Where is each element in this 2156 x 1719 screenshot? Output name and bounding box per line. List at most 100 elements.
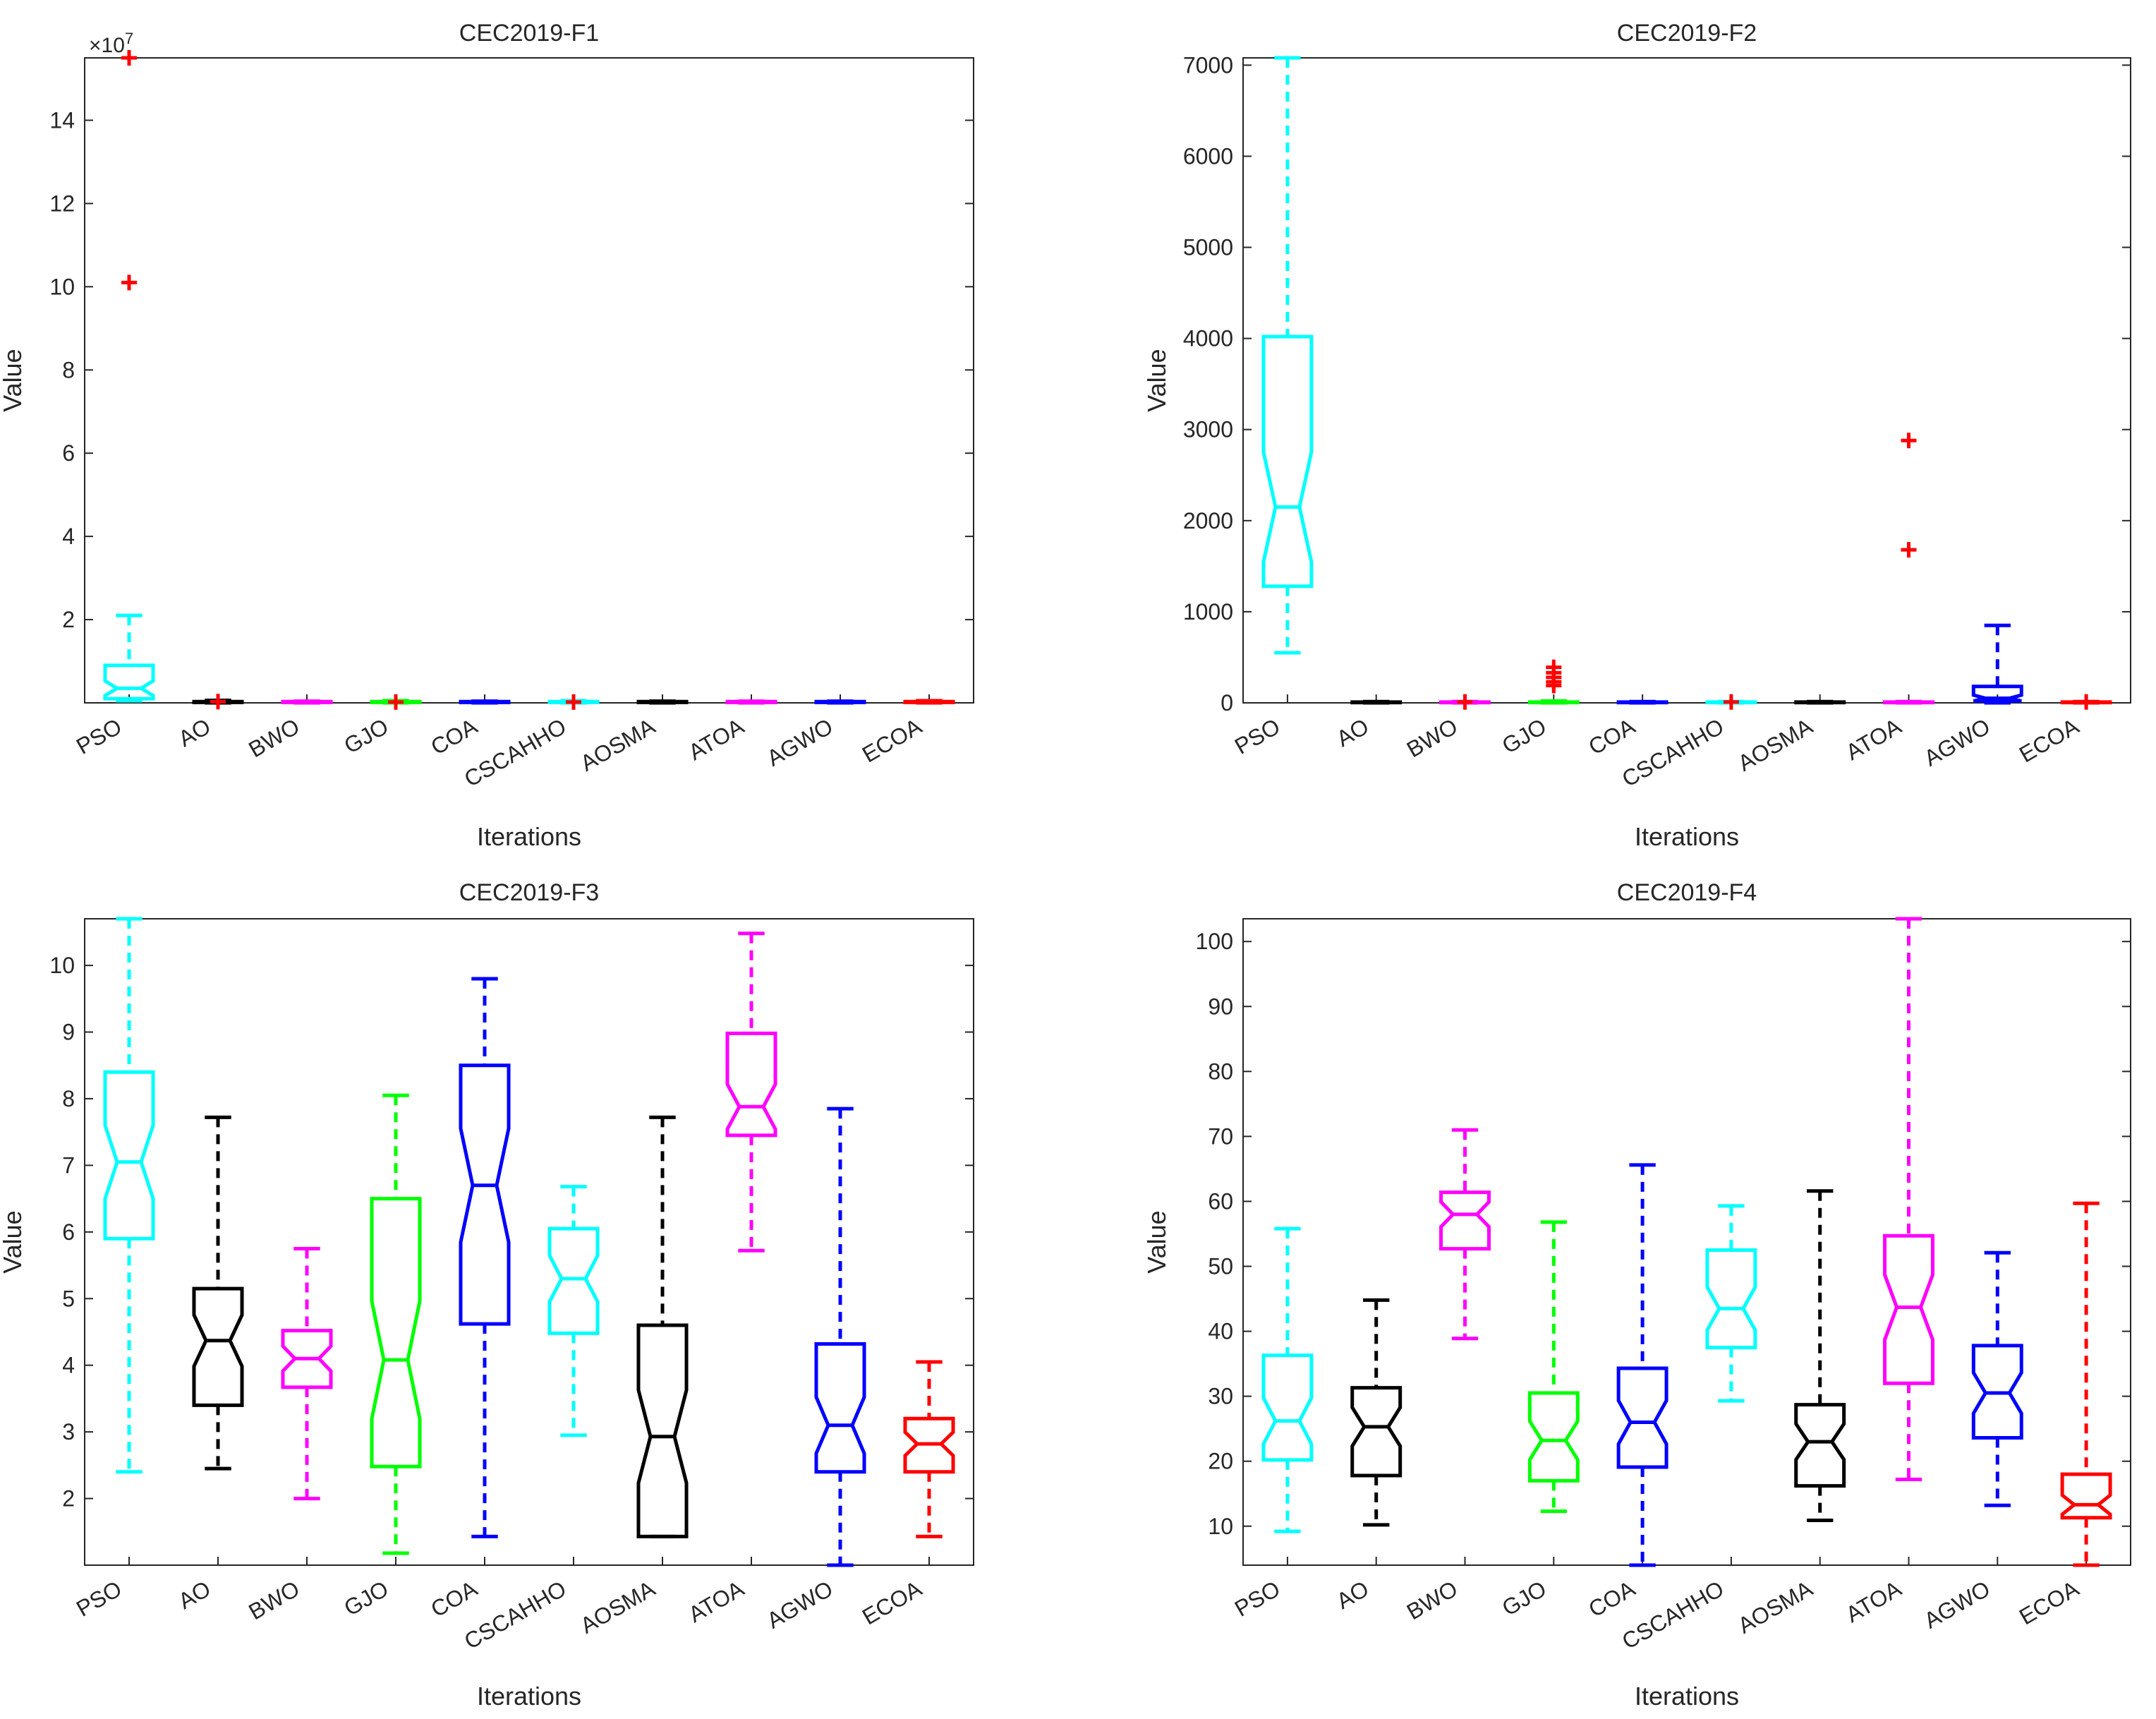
- box-bwo: BWO: [1403, 694, 1491, 762]
- y-tick-label: 8: [62, 1086, 75, 1111]
- axes-box: [84, 57, 974, 704]
- box-bwo: BWO: [244, 1246, 333, 1624]
- y-tick-label: 0: [1221, 690, 1233, 716]
- box-aosma: AOSMA: [576, 1115, 689, 1639]
- chart-title: CEC2019-F4: [1617, 879, 1757, 906]
- x-tick-label: BWO: [1403, 1576, 1462, 1624]
- y-tick-label: 2: [62, 607, 75, 632]
- box-ecoa: ECOA: [2015, 694, 2112, 767]
- x-axis-label: Iterations: [1635, 1682, 1739, 1711]
- box-body: [103, 1070, 155, 1241]
- chart-panel-1: CEC2019-F1 2 4 6 8 10 12 14 ×107 Value Iterations P…: [0, 20, 974, 851]
- x-tick-label: COA: [1585, 713, 1640, 760]
- box-gjo: GJO: [340, 1093, 422, 1621]
- axes-box: [1242, 918, 2131, 1566]
- box-ecoa: ECOA: [858, 694, 955, 767]
- outlier-point: [388, 694, 404, 710]
- box-body: [103, 663, 155, 701]
- y-tick-label: 7: [62, 1152, 75, 1178]
- x-tick-label: GJO: [340, 713, 393, 759]
- box-body: [1705, 1248, 1757, 1350]
- x-tick-label: PSO: [1230, 713, 1285, 759]
- y-tick-label: 5: [62, 1286, 75, 1311]
- box-cscahho: CSCAHHO: [1618, 1204, 1757, 1654]
- box-body: [903, 699, 955, 704]
- box-body: [1794, 700, 1846, 705]
- axes-box: [84, 918, 974, 1566]
- box-atoa: ATOA: [684, 931, 777, 1627]
- y-tick-label: 60: [1208, 1188, 1233, 1214]
- outlier-point: [1901, 433, 1917, 449]
- box-atoa: ATOA: [1841, 433, 1934, 766]
- y-tick-label: 3: [62, 1419, 75, 1444]
- y-exponent-label: ×107: [89, 30, 133, 57]
- box-body: [1794, 1403, 1846, 1488]
- y-tick-label: 90: [1208, 994, 1233, 1019]
- x-tick-label: PSO: [1230, 1576, 1285, 1622]
- outlier-point: [566, 694, 581, 710]
- box-body: [814, 699, 866, 704]
- y-tick-label: 12: [49, 191, 75, 216]
- x-tick-label: AGWO: [763, 1576, 837, 1634]
- x-tick-label: AO: [174, 1576, 214, 1614]
- x-tick-label: AOSMA: [576, 713, 660, 776]
- chart-title: CEC2019-F2: [1617, 20, 1757, 47]
- outlier-point: [1457, 694, 1473, 710]
- x-tick-label: AOSMA: [1733, 713, 1817, 776]
- x-axis-label: Iterations: [477, 822, 581, 851]
- box-body: [636, 699, 689, 704]
- chart-panel-2: CEC2019-F2 0 1000 2000 3000 4000 5000 6000 7000 V…: [1142, 20, 2131, 851]
- axes-box: [1242, 57, 2131, 704]
- x-axis-label: Iterations: [1635, 822, 1739, 851]
- box-body: [1527, 1391, 1580, 1483]
- box-body: [1439, 700, 1491, 705]
- box-body: [2060, 700, 2112, 705]
- chart-title: CEC2019-F1: [459, 20, 599, 47]
- x-tick-label: COA: [426, 1576, 482, 1622]
- y-tick-label: 1000: [1183, 599, 1233, 625]
- box-coa: COA: [426, 977, 511, 1622]
- box-body: [1261, 334, 1314, 589]
- box-cscahho: CSCAHHO: [460, 694, 600, 792]
- box-body: [281, 699, 333, 704]
- box-gjo: GJO: [340, 694, 422, 759]
- y-tick-label: 2000: [1183, 508, 1233, 533]
- y-tick-label: 30: [1208, 1384, 1233, 1409]
- box-body: [1616, 700, 1669, 705]
- box-aosma: AOSMA: [576, 694, 689, 776]
- y-tick-label: 3000: [1183, 417, 1233, 442]
- box-body: [370, 699, 422, 704]
- box-cscahho: CSCAHHO: [1618, 694, 1757, 792]
- x-tick-label: ATOA: [1841, 713, 1906, 766]
- box-body: [547, 699, 600, 704]
- box-pso: PSO: [1230, 56, 1314, 759]
- x-tick-label: ATOA: [684, 713, 749, 766]
- box-body: [1527, 700, 1580, 705]
- box-atoa: ATOA: [1841, 917, 1934, 1628]
- y-tick-label: 6: [62, 1219, 75, 1245]
- box-body: [370, 1197, 422, 1468]
- box-gjo: GJO: [1498, 659, 1580, 759]
- y-tick-label: 70: [1208, 1123, 1233, 1149]
- box-body: [2060, 1472, 2112, 1520]
- outlier-point: [121, 50, 137, 66]
- x-tick-label: COA: [1585, 1576, 1640, 1622]
- y-tick-label: 20: [1208, 1449, 1233, 1474]
- x-tick-label: GJO: [340, 1576, 393, 1621]
- y-tick-label: 14: [49, 107, 75, 133]
- x-tick-label: BWO: [244, 1576, 303, 1624]
- box-body: [459, 1063, 511, 1326]
- y-tick-label: 6: [62, 440, 75, 466]
- box-body: [725, 1031, 777, 1138]
- box-body: [903, 1416, 955, 1474]
- chart-title: CEC2019-F3: [459, 879, 599, 906]
- x-tick-label: AGWO: [763, 713, 837, 771]
- y-axis-label: Value: [1142, 349, 1171, 411]
- box-ecoa: ECOA: [858, 1360, 955, 1629]
- x-tick-label: ATOA: [1841, 1576, 1906, 1628]
- box-agwo: AGWO: [1920, 623, 2023, 771]
- box-bwo: BWO: [244, 694, 333, 762]
- box-body: [1261, 1353, 1314, 1462]
- x-tick-label: AGWO: [1920, 1576, 1994, 1634]
- box-body: [1971, 684, 2023, 703]
